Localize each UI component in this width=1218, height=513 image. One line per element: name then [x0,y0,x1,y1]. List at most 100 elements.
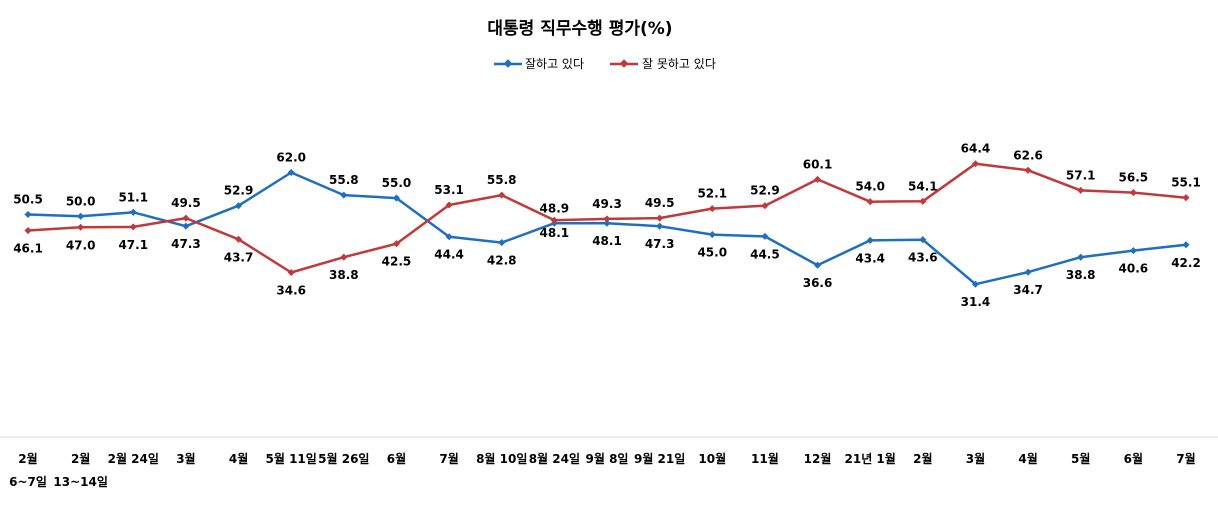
data-label: 51.1 [118,190,148,204]
series-0-point [287,168,295,177]
data-labels-layer: 50.5 50.0 51.1 47.3 52.9 62.0 55.8 55.0 44.4 42.8… [13,142,1201,309]
series-1-point [866,198,874,206]
data-label: 36.6 [803,276,833,290]
x-tick-label: 8월 24일 [529,451,580,466]
data-label: 60.1 [803,157,833,171]
x-tick-label: 7월 [439,451,458,466]
data-label: 55.8 [329,173,359,187]
series-0-point [340,191,348,199]
x-tick-label: 11월 [751,451,779,466]
series-0-point [971,280,979,288]
series-1-point [1077,186,1085,194]
series-line-0 [27,171,1187,286]
series-1-point [761,202,769,210]
series-1-point [498,191,506,199]
data-label: 50.0 [66,194,96,208]
x-tick-label: 2월 24일 [108,451,159,466]
legend-label-approve: 잘하고 있다 [525,57,584,71]
x-tick-label: 2월 [18,451,37,466]
series-1-point [182,214,190,222]
series-0-point [24,210,32,219]
data-label: 47.1 [118,238,148,252]
x-tick-sublabel: 13~14일 [53,475,108,489]
chart-title: 대통령 직무수행 평가(%) [487,18,672,39]
data-label: 38.8 [329,268,359,282]
data-label: 49.5 [645,196,675,210]
series-1-point [445,201,453,209]
data-label: 52.1 [697,187,727,201]
series-1-point [24,226,32,235]
data-label: 52.9 [750,184,780,198]
data-label: 44.5 [750,247,780,261]
data-label: 40.6 [1119,262,1149,276]
data-label: 47.3 [171,237,201,251]
x-tick-label: 3월 [176,451,195,466]
data-label: 55.1 [1171,176,1201,190]
data-label: 45.0 [697,246,727,260]
x-tick-label: 12월 [804,451,832,466]
data-label: 38.8 [1066,268,1096,282]
series-1-point [603,215,611,223]
data-label: 48.1 [592,234,622,248]
legend-item-approve: 잘하고 있다 [494,57,584,71]
x-tick-label: 9월 21일 [634,451,685,466]
data-label: 34.6 [276,284,306,298]
series-1-point [656,214,664,222]
data-label: 49.5 [171,196,201,210]
series-1-point [77,223,85,231]
legend-marker-approve [503,59,513,68]
x-tick-label: 10월 [698,451,726,466]
x-tick-label: 6월 [387,451,406,466]
series-1-point [814,175,822,183]
series-0-point [708,231,716,239]
series-0-point [445,233,453,241]
data-label: 62.0 [276,151,306,165]
x-tick-label: 5월 [1071,451,1090,466]
x-tick-label: 4월 [1018,451,1037,466]
data-label: 48.1 [540,226,570,240]
data-label: 52.9 [224,184,254,198]
series-1-point [129,223,137,231]
x-tick-sublabel: 6~7일 [9,475,47,489]
series-1-point [550,216,558,224]
legend-item-disapprove: 잘 못하고 있다 [610,57,716,71]
series-0-point [1182,241,1190,249]
legend: 잘하고 있다 잘 못하고 있다 [494,57,716,71]
series-0-point [603,219,611,227]
data-label: 54.0 [855,180,885,194]
series-1-point [708,205,716,213]
series-0-point [656,222,664,230]
series-0-point [1129,247,1137,255]
series-0-point [498,239,506,247]
series-1-point [971,160,979,168]
series-0-point [182,222,190,230]
series-1-point [392,240,400,248]
series-0-point [919,236,927,244]
data-label: 43.6 [908,251,938,265]
x-tick-label: 2월 [71,451,90,466]
data-label: 46.1 [13,242,43,256]
x-tick-label: 8월 10일 [476,451,527,466]
x-tick-label: 7월 [1176,451,1195,466]
x-tick-label: 2월 [913,451,932,466]
data-label: 62.6 [1013,148,1043,162]
series-0-point [866,236,874,244]
x-tick-label: 3월 [966,451,985,466]
series-0-point [392,194,400,202]
data-label: 34.7 [1013,283,1043,297]
series-1-point [235,235,243,243]
series-0-point [814,261,822,269]
series-0-point [235,202,243,210]
series-1-point [1024,166,1032,174]
legend-label-disapprove: 잘 못하고 있다 [642,57,716,71]
data-label: 44.4 [434,248,464,262]
data-label: 55.8 [487,173,517,187]
series-1-point [287,268,295,277]
x-tick-label: 5월 26일 [318,451,369,466]
series-1 [24,160,1190,277]
data-label: 54.1 [908,179,938,193]
data-label: 43.4 [855,251,885,265]
data-label: 56.5 [1119,171,1149,185]
data-label: 48.9 [540,201,570,215]
x-tick-label: 5월 11일 [266,451,317,466]
